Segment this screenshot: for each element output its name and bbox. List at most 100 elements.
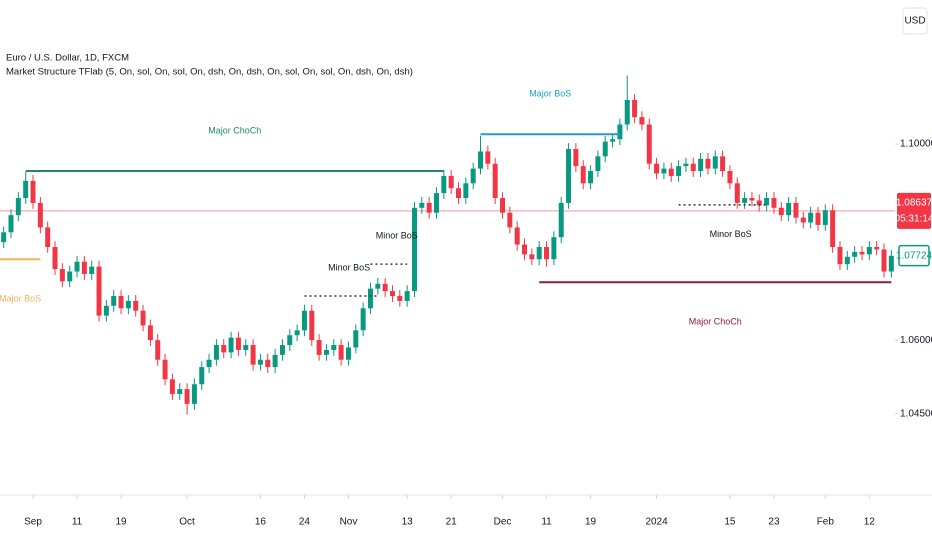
- candle-body: [265, 359, 271, 368]
- candle-body: [331, 345, 337, 350]
- candle-body: [353, 330, 359, 348]
- candle-body: [23, 180, 29, 198]
- candle-body: [778, 207, 784, 216]
- candle-body: [654, 163, 660, 174]
- candle-body: [595, 156, 601, 172]
- candle-body: [345, 347, 351, 360]
- candle-body: [441, 175, 447, 194]
- candle-body: [250, 345, 256, 365]
- x-tick-label: Sep: [24, 517, 42, 528]
- candle-body: [382, 283, 388, 292]
- candle-body: [866, 247, 872, 255]
- candle-body: [96, 266, 102, 316]
- candle-body: [213, 345, 219, 360]
- candle-body: [169, 379, 175, 395]
- candle-body: [558, 202, 564, 238]
- candle-body: [103, 305, 109, 316]
- candle-body: [742, 198, 748, 203]
- indicator-label: Market Structure TFlab (5, On, sol, On, …: [6, 67, 413, 78]
- candle-body: [463, 183, 469, 198]
- candle-body: [360, 308, 366, 331]
- candle-body: [837, 247, 843, 265]
- candle-body: [646, 124, 652, 164]
- candle-body: [771, 198, 777, 208]
- candle-body: [411, 207, 417, 292]
- x-tick-label: 19: [585, 517, 597, 528]
- price-label-box: [897, 192, 931, 229]
- current-price-label: 1.07724: [896, 250, 932, 261]
- candle-body: [184, 389, 190, 404]
- candle-body: [426, 202, 432, 213]
- candle-body: [698, 158, 704, 172]
- candle-body: [272, 354, 278, 368]
- candle-body: [536, 247, 542, 260]
- x-tick-label: 23: [768, 517, 780, 528]
- x-tick-label: Dec: [494, 517, 512, 528]
- candle-body: [133, 300, 139, 311]
- currency[interactable]: USD: [904, 16, 925, 27]
- structure-label: Minor BoS: [328, 262, 370, 272]
- candle-body: [881, 249, 887, 272]
- candle-body: [162, 359, 168, 380]
- x-tick-label: Nov: [340, 517, 358, 528]
- y-tick-label: 1.10000: [900, 139, 932, 150]
- x-tick-label: Feb: [817, 517, 835, 528]
- x-tick-label: Oct: [179, 517, 195, 528]
- candle-body: [155, 340, 161, 360]
- candle-body: [712, 156, 718, 169]
- candle-body: [514, 227, 520, 245]
- candle-body: [199, 367, 205, 385]
- candle-body: [316, 340, 322, 355]
- candle-body: [602, 141, 608, 157]
- candle-body: [338, 345, 344, 360]
- candle-body: [1, 232, 7, 243]
- candle-body: [287, 335, 293, 346]
- candle-body: [235, 337, 241, 350]
- candle-body: [749, 198, 755, 201]
- candle-body: [419, 202, 425, 208]
- candle-body: [74, 261, 80, 272]
- candle-body: [815, 212, 821, 225]
- x-tick-label: 12: [864, 517, 876, 528]
- candle-body: [544, 247, 550, 260]
- candle-body: [800, 217, 806, 223]
- candle-body: [485, 151, 491, 164]
- candle-body: [705, 158, 711, 169]
- candle-body: [566, 148, 572, 203]
- structure-label: Major BoS: [0, 294, 41, 304]
- candle-body: [727, 171, 733, 184]
- candle-body: [756, 200, 762, 206]
- candle-body: [874, 247, 880, 250]
- candle-body: [243, 345, 249, 350]
- candle-body: [191, 384, 197, 404]
- candle-body: [522, 244, 528, 255]
- candle-body: [852, 251, 858, 257]
- candle-body: [140, 310, 146, 326]
- candle-body: [764, 198, 770, 206]
- candle-body: [309, 310, 315, 341]
- candle-body: [118, 296, 124, 309]
- candle-body: [529, 254, 535, 260]
- structure-label: Major BoS: [529, 89, 571, 99]
- candle-body: [52, 247, 58, 270]
- candle-body: [389, 291, 395, 297]
- candle-body: [228, 337, 234, 353]
- candle-body: [500, 198, 506, 213]
- currency-button[interactable]: [902, 7, 928, 35]
- candle-body: [111, 296, 117, 306]
- candle-body: [375, 283, 381, 289]
- x-tick-label: 11: [72, 517, 83, 528]
- candle-body: [617, 124, 623, 140]
- candle-body: [690, 163, 696, 172]
- candle-body: [45, 227, 51, 248]
- candle-body: [573, 148, 579, 167]
- chart-title: Euro / U.S. Dollar, 1D, FXCM: [6, 53, 129, 64]
- candle-body: [67, 271, 73, 282]
- candle-body: [639, 117, 645, 125]
- candle-body: [37, 202, 43, 228]
- candle-body: [456, 188, 461, 198]
- candle-body: [15, 198, 21, 216]
- candle-body: [830, 210, 836, 248]
- candle-body: [81, 261, 87, 274]
